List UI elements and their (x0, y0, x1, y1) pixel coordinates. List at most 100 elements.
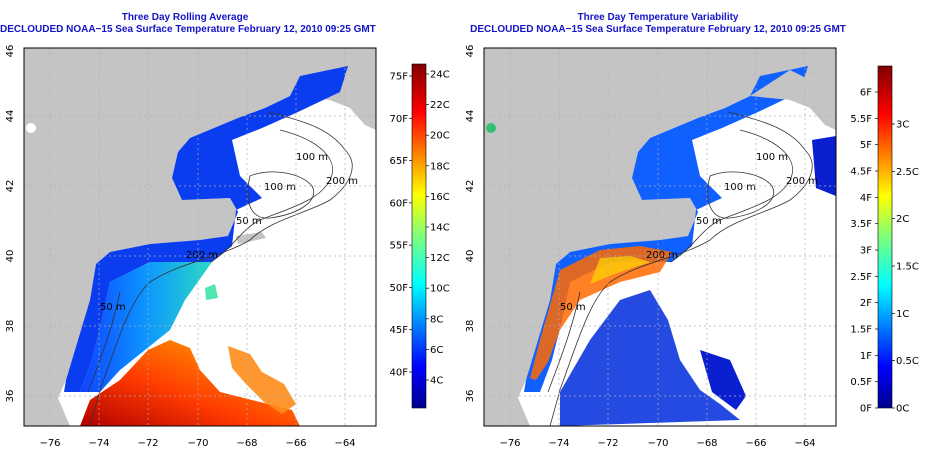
right-colorbar-fahrenheit-label: 5.5F (850, 114, 872, 125)
right-colorbar-fahrenheit-label: 4.5F (850, 167, 872, 178)
right-x-tick-1: −76 (499, 438, 520, 449)
right-contour-label-3: 100 m (724, 182, 756, 193)
right-colorbar-celsius: 3C 2.5C 2C 1.5C 1C 0.5C 0C (892, 120, 919, 415)
left-colorbar-fahrenheit-label: 45F (390, 325, 409, 336)
left-colorbar-fahrenheit-label: 65F (390, 156, 409, 167)
left-y-tick-6: 36 (5, 390, 16, 403)
left-contour-label-3: 100 m (264, 182, 296, 193)
left-colorbar-fahrenheit-label: 60F (390, 198, 409, 209)
left-y-tick-2: 44 (5, 110, 16, 123)
right-gridlines (484, 48, 836, 426)
right-contour-label-6: 50 m (560, 302, 586, 313)
left-colorbar-celsius: 24C 22C 20C 18C 16C 14C 12C 10C 8C 6C 4C (426, 70, 450, 387)
left-gulf-stream (80, 340, 300, 426)
left-long-island (236, 232, 266, 244)
right-ns-patch (812, 136, 836, 196)
left-land (24, 48, 376, 426)
right-contour-label-1: 100 m (756, 152, 788, 163)
left-contours (87, 111, 353, 427)
right-map-frame (483, 47, 837, 427)
right-x-tick-4: −70 (647, 438, 668, 449)
left-colorbar-celsius-label: 16C (430, 192, 450, 203)
left-colorbar-fahrenheit-label: 50F (390, 283, 409, 294)
right-colorbar-fahrenheit: 6F 5.5F 5F 4.5F 4F 3.5F 3F 2.5F 2F 1.5F 1F 0.5F 0F (850, 88, 878, 415)
left-x-axis: −76 −74 −72 −70 −68 −66 −64 (39, 438, 355, 449)
left-colorbar-celsius-label: 12C (430, 253, 450, 264)
left-slope-water (80, 262, 212, 392)
right-map: 100 m 200 m 100 m 50 m 200 m 50 m −76 −7… (465, 45, 837, 449)
right-x-tick-3: −72 (597, 438, 618, 449)
left-lake-mark (26, 123, 36, 133)
left-map-frame (23, 47, 377, 427)
right-land (484, 48, 836, 426)
left-colorbar-celsius-label: 22C (430, 100, 450, 111)
left-contour-label-5: 200 m (186, 250, 218, 261)
right-colorbar-fahrenheit-label: 2F (860, 298, 872, 309)
left-colorbar-celsius-label: 24C (430, 70, 450, 81)
right-colorbar-fahrenheit-label: 0.5F (850, 377, 872, 388)
left-colorbar-gradient (411, 63, 427, 409)
left-contour-label-1: 100 m (296, 152, 328, 163)
right-colorbar-celsius-label: 1.5C (896, 262, 919, 273)
right-colorbar-fahrenheit-label: 1.5F (850, 325, 872, 336)
left-colorbar-celsius-label: 18C (430, 161, 450, 172)
right-colorbar-fahrenheit-label: 2.5F (850, 272, 872, 283)
left-colorbar-fahrenheit-label: 75F (390, 72, 409, 83)
right-y-axis: 46 44 42 40 38 36 (465, 45, 476, 403)
right-variability-high (530, 246, 672, 380)
right-colorbar-celsius-label: 0C (896, 404, 909, 415)
right-contour-label-2: 200 m (786, 176, 818, 187)
right-y-tick-3: 42 (465, 180, 476, 193)
right-y-tick-1: 46 (465, 45, 476, 58)
right-contour-labels: 100 m 200 m 100 m 50 m 200 m 50 m (560, 152, 818, 313)
left-x-tick-3: −72 (137, 438, 158, 449)
right-y-tick-4: 40 (465, 250, 476, 263)
right-colorbar-celsius-label: 1C (896, 309, 909, 320)
left-contour-label-4: 50 m (236, 216, 262, 227)
right-colorbar-fahrenheit-label: 3F (860, 246, 872, 257)
right-variability-offshore (560, 290, 740, 426)
right-colorbar-gradient (877, 65, 893, 409)
right-map-title: Three Day Temperature Variability DECLOU… (468, 12, 848, 36)
left-x-tick-5: −68 (236, 438, 257, 449)
left-teal-patch (205, 284, 218, 300)
right-x-tick-5: −68 (696, 438, 717, 449)
right-colorbar-fahrenheit-label: 1F (860, 351, 872, 362)
left-colorbar-fahrenheit-label: 70F (390, 114, 409, 125)
right-nova-scotia (750, 70, 836, 130)
left-contour-label-2: 200 m (326, 176, 358, 187)
left-colorbar-fahrenheit-label: 40F (390, 368, 409, 379)
left-y-tick-3: 42 (5, 180, 16, 193)
right-contours (547, 111, 813, 427)
left-warm-patch (228, 346, 296, 414)
left-colorbar-celsius-label: 14C (430, 223, 450, 234)
right-map-title-line2: DECLOUDED NOAA−15 Sea Surface Temperatur… (470, 24, 846, 35)
right-y-tick-5: 38 (465, 320, 476, 333)
left-map-title-line2: DECLOUDED NOAA−15 Sea Surface Temperatur… (0, 24, 376, 35)
right-x-tick-7: −64 (794, 438, 815, 449)
left-colorbar-celsius-label: 10C (430, 284, 450, 295)
left-x-tick-7: −64 (334, 438, 355, 449)
right-x-tick-6: −66 (745, 438, 766, 449)
left-contour-labels: 100 m 200 m 100 m 50 m 200 m 50 m (100, 152, 358, 313)
right-colorbar-fahrenheit-label: 3.5F (850, 219, 872, 230)
right-y-tick-6: 36 (465, 390, 476, 403)
left-map-title-line1: Three Day Rolling Average (121, 12, 249, 23)
right-colorbar-fahrenheit-label: 5F (860, 140, 872, 151)
right-colorbar-celsius-label: 0.5C (896, 356, 919, 367)
left-x-tick-4: −70 (187, 438, 208, 449)
left-colorbar-celsius-label: 8C (430, 314, 443, 325)
right-variability-mid (590, 256, 650, 284)
right-colorbar-celsius-label: 2.5C (896, 167, 919, 178)
left-colorbar: 75F 70F 65F 60F 55F 50F 45F 40F 24C 22C 20C 18C 16C… (390, 63, 450, 409)
left-y-tick-4: 40 (5, 250, 16, 263)
left-x-tick-6: −66 (285, 438, 306, 449)
left-y-axis: 46 44 42 40 38 36 (5, 45, 16, 403)
left-map-title: Three Day Rolling Average DECLOUDED NOAA… (0, 12, 376, 36)
right-colorbar: 6F 5.5F 5F 4.5F 4F 3.5F 3F 2.5F 2F 1.5F 1F 0.5F 0F 3… (850, 65, 919, 415)
left-colorbar-fahrenheit-label: 55F (390, 241, 409, 252)
right-variability-offshore-patch (700, 350, 746, 410)
left-colorbar-celsius-label: 4C (430, 376, 443, 387)
right-contour-label-5: 200 m (646, 250, 678, 261)
